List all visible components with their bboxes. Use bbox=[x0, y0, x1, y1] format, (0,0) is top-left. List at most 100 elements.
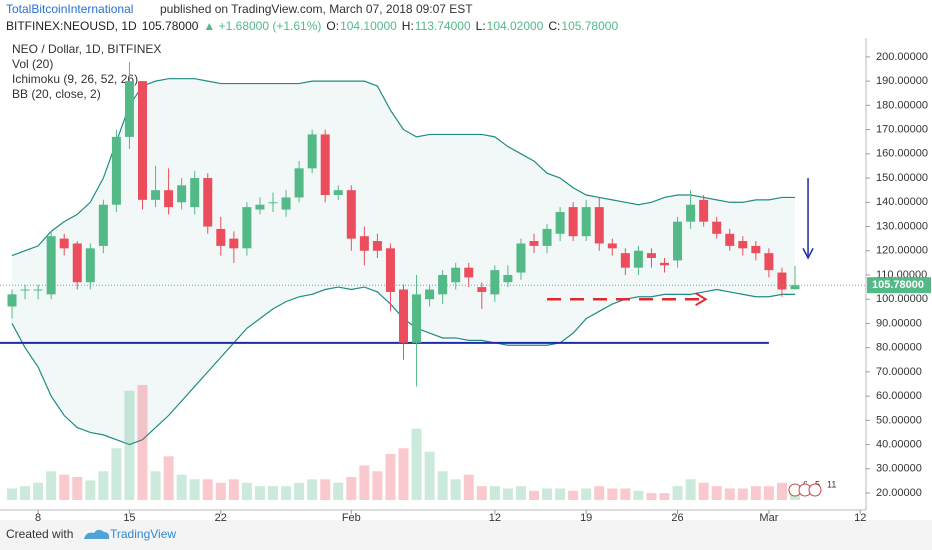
y-tick-label: 50.00000 bbox=[876, 414, 922, 426]
volume-bar bbox=[620, 488, 631, 500]
candle-body bbox=[255, 204, 265, 210]
candle-body bbox=[268, 202, 278, 204]
volume-bar bbox=[411, 428, 422, 500]
event-label: 11 bbox=[827, 479, 836, 489]
header-c: 105.78000 bbox=[561, 19, 618, 33]
legend-entry: BB (20, close, 2) bbox=[12, 87, 101, 101]
y-tick-label: 180.00000 bbox=[876, 99, 928, 111]
volume-bar bbox=[424, 451, 435, 500]
symbol-row: BITFINEX:NEOUSD, 1D 105.78000 ▲ +1.68000 (… bbox=[6, 19, 618, 33]
volume-bar bbox=[476, 486, 487, 500]
last-price-box bbox=[867, 277, 931, 294]
volume-bar bbox=[450, 479, 461, 500]
volume-bar bbox=[633, 490, 644, 500]
candle-body bbox=[477, 287, 487, 292]
candle-body bbox=[764, 253, 774, 271]
y-tick-label: 170.00000 bbox=[876, 123, 928, 135]
y-tick-label: 60.00000 bbox=[876, 390, 922, 402]
volume-bar bbox=[672, 486, 683, 500]
header-symbol: BITFINEX:NEOUSD, 1D bbox=[6, 19, 137, 33]
y-tick-label: 30.00000 bbox=[876, 463, 922, 475]
header-l_key: L: bbox=[476, 19, 486, 33]
volume-bar bbox=[398, 448, 409, 500]
x-tick-label: 22 bbox=[215, 512, 227, 524]
candle-body bbox=[20, 289, 30, 291]
volume-bar bbox=[268, 486, 278, 500]
header-h_key: H: bbox=[402, 19, 414, 33]
volume-bar bbox=[137, 385, 148, 500]
candle-body bbox=[294, 168, 304, 198]
volume-bar bbox=[215, 482, 226, 500]
candle-body bbox=[568, 207, 578, 237]
candle-body bbox=[673, 221, 683, 261]
candle-body bbox=[555, 211, 565, 234]
legend-entry: Ichimoku (9, 26, 52, 26) bbox=[12, 72, 138, 86]
candle-body bbox=[490, 270, 500, 295]
candle-body bbox=[320, 134, 330, 196]
volume-bar bbox=[241, 482, 252, 500]
volume-bar bbox=[346, 477, 357, 500]
candle-body bbox=[699, 199, 709, 222]
candle-body bbox=[111, 136, 121, 205]
volume-bar bbox=[202, 479, 213, 500]
y-tick-label: 200.00000 bbox=[876, 51, 928, 63]
y-tick-label: 90.00000 bbox=[876, 317, 922, 329]
candle-body bbox=[777, 272, 787, 290]
volume-bar bbox=[7, 488, 17, 500]
candle-body bbox=[594, 207, 604, 244]
volume-bar bbox=[489, 486, 500, 500]
volume-bar bbox=[254, 486, 265, 500]
volume-bar bbox=[333, 482, 344, 500]
author[interactable]: TotalBitcoinInternational bbox=[6, 2, 133, 16]
candle-body bbox=[151, 190, 161, 200]
candle-body bbox=[542, 228, 552, 246]
candle-body bbox=[281, 197, 291, 210]
x-tick-label: Feb bbox=[342, 512, 361, 524]
y-tick-label: 160.00000 bbox=[876, 148, 928, 160]
volume-bar bbox=[72, 477, 83, 500]
footer-bar bbox=[0, 520, 932, 550]
header-o_key: O: bbox=[326, 19, 339, 33]
volume-bar bbox=[724, 488, 735, 500]
x-tick-label: 26 bbox=[671, 512, 683, 524]
y-tick-label: 80.00000 bbox=[876, 342, 922, 354]
x-tick-label: 12 bbox=[489, 512, 501, 524]
candle-body bbox=[85, 248, 95, 283]
candle-body bbox=[712, 221, 722, 234]
volume-bar bbox=[281, 486, 292, 500]
x-tick-label: Mar bbox=[759, 512, 778, 524]
candle-body bbox=[451, 267, 461, 283]
header-c_key: C: bbox=[548, 19, 560, 33]
volume-bar bbox=[737, 488, 748, 500]
volume-bar bbox=[555, 488, 566, 500]
y-tick-label: 70.00000 bbox=[876, 366, 922, 378]
volume-bar bbox=[594, 486, 605, 500]
candle-body bbox=[385, 248, 395, 292]
candle-body bbox=[503, 274, 513, 283]
footer-created: Created with bbox=[6, 527, 73, 541]
candle-body bbox=[372, 241, 382, 251]
candle-body bbox=[790, 285, 800, 290]
candle-body bbox=[46, 236, 56, 295]
candle-body bbox=[124, 81, 134, 137]
volume-bar bbox=[20, 486, 31, 500]
volume-bar bbox=[711, 486, 722, 500]
candle-body bbox=[646, 253, 656, 259]
volume-bar bbox=[228, 479, 239, 500]
published: published on TradingView.com, March 07, … bbox=[160, 2, 473, 16]
candle-body bbox=[607, 243, 617, 249]
volume-bar bbox=[150, 471, 161, 500]
down-arrow-head bbox=[802, 247, 814, 260]
footer-brand[interactable]: TradingView bbox=[110, 527, 176, 541]
candle-body bbox=[686, 204, 696, 222]
event-marker bbox=[808, 483, 822, 497]
y-tick-label: 20.00000 bbox=[876, 487, 922, 499]
candle-body bbox=[725, 233, 735, 246]
volume-bar bbox=[33, 482, 44, 500]
volume-bar bbox=[46, 471, 57, 500]
volume-bar bbox=[607, 488, 618, 500]
volume-bar bbox=[124, 390, 135, 500]
candle-body bbox=[242, 207, 252, 249]
volume-bar bbox=[529, 490, 539, 500]
